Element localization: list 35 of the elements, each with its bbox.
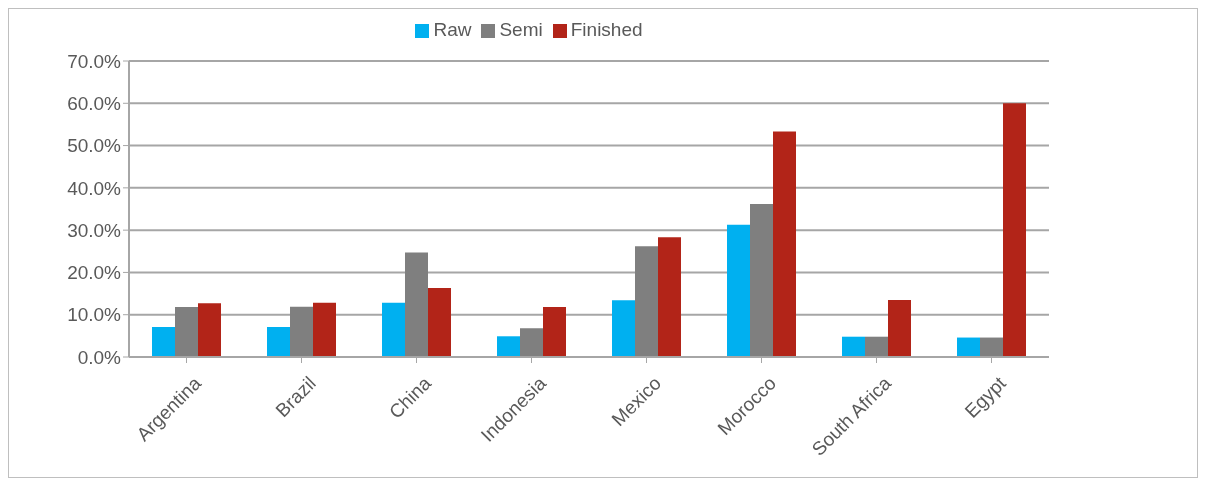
bar: [1003, 103, 1026, 357]
bar: [152, 326, 175, 357]
y-tick-label: 50.0%: [67, 135, 122, 157]
bar: [635, 246, 658, 357]
bar: [612, 300, 635, 357]
bar: [405, 252, 428, 357]
bar: [842, 336, 865, 357]
bar: [382, 302, 405, 357]
bar: [428, 288, 451, 357]
legend-label: Raw: [433, 19, 472, 40]
bar: [290, 306, 313, 357]
y-tick-label: 0.0%: [77, 346, 122, 368]
bar: [750, 203, 773, 357]
legend-label: Finished: [570, 19, 643, 40]
y-tick-label: 30.0%: [67, 219, 122, 241]
bar: [658, 237, 681, 357]
bar: [175, 307, 198, 357]
legend-label: Semi: [499, 19, 543, 40]
bar: [773, 131, 796, 357]
bar: [888, 299, 911, 357]
bar: [267, 326, 290, 357]
bar: [957, 337, 980, 357]
y-tick-label: 40.0%: [67, 177, 122, 199]
bar: [727, 224, 750, 357]
bar: [497, 336, 520, 357]
y-tick-label: 60.0%: [67, 93, 122, 115]
y-tick-label: 10.0%: [67, 304, 122, 326]
bar: [543, 307, 566, 357]
bar: [313, 302, 336, 357]
bar: [520, 328, 543, 357]
bar: [865, 336, 888, 357]
y-tick-label: 20.0%: [67, 262, 122, 284]
bar: [980, 337, 1003, 357]
bar: [198, 303, 221, 357]
y-tick-label: 70.0%: [67, 50, 122, 72]
